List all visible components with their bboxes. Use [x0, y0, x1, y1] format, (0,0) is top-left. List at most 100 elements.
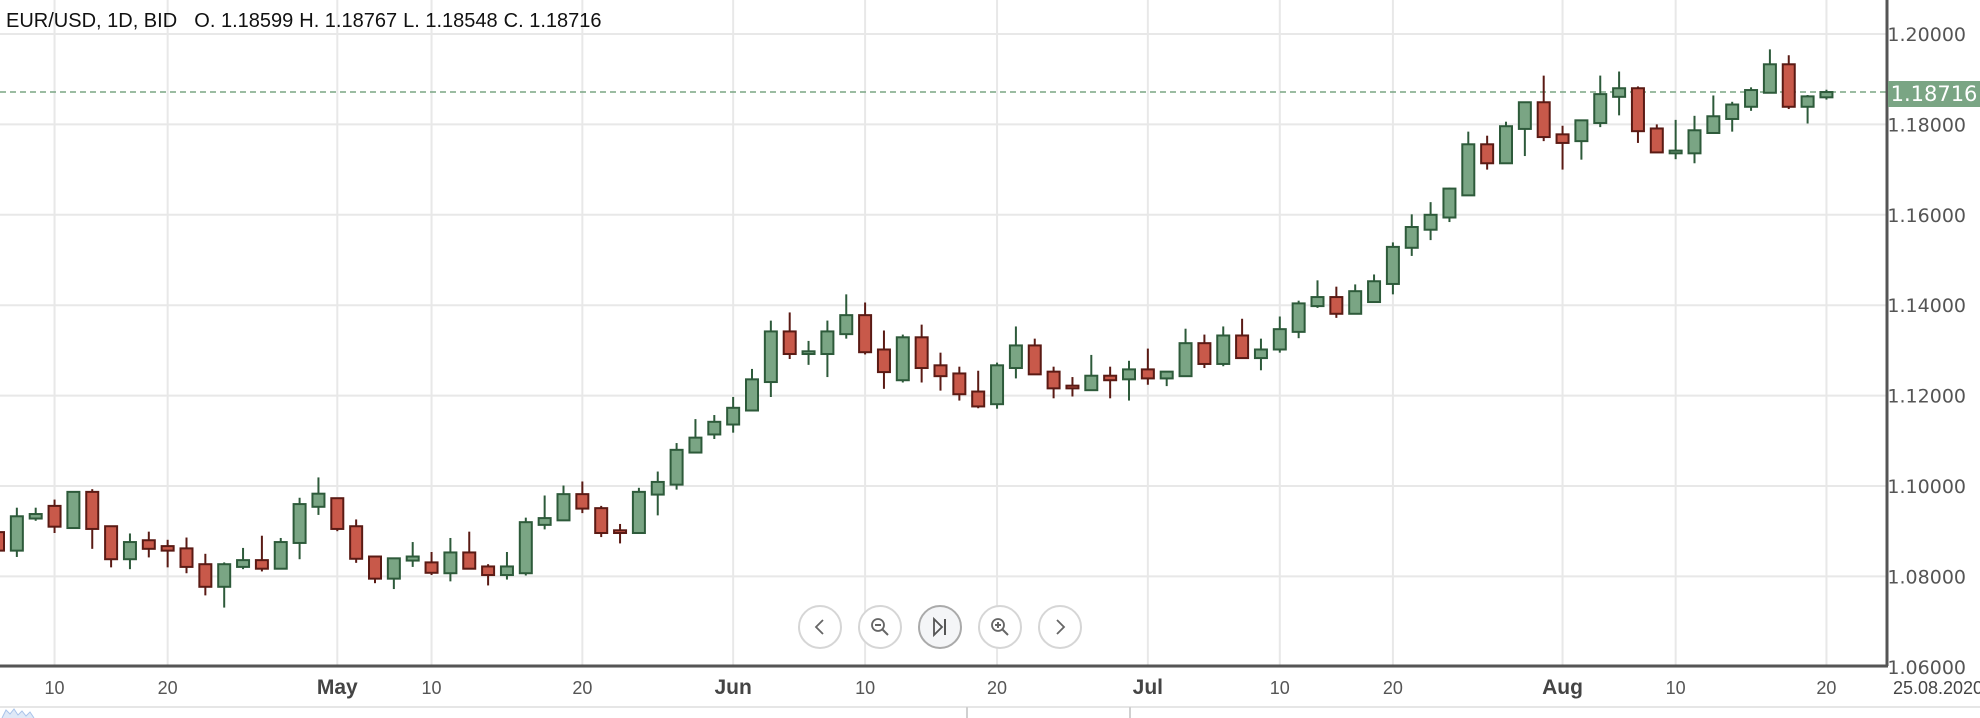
candle-body	[1216, 334, 1231, 365]
candle-down	[330, 497, 345, 532]
candle-down	[0, 531, 5, 552]
x-tick-label: 20	[158, 678, 178, 698]
x-axis-labels: 10 20 May 10 20 Jun 10 20 Jul 10 20 Aug 10 20	[45, 676, 1837, 699]
chart-header: EUR/USD, 1D, BID O. 1.18599 H. 1.18767 L. …	[6, 10, 608, 33]
skip-to-end-icon	[933, 616, 946, 638]
candle-down	[876, 330, 891, 389]
candle-body	[1687, 129, 1702, 155]
candle-body	[47, 504, 62, 528]
y-tick-label: 1.14000	[1887, 295, 1966, 317]
x-tick-label: 10	[855, 678, 875, 698]
candle-down	[1027, 338, 1042, 376]
candle-down	[85, 489, 100, 549]
candle-body	[273, 541, 288, 570]
mini-chart-thumbnail	[1, 708, 35, 718]
candle-body	[820, 330, 835, 356]
candle-body	[876, 348, 891, 374]
candle-up	[1216, 326, 1231, 367]
x-tick-label: 10	[422, 678, 442, 698]
candle-body	[1122, 368, 1136, 381]
y-tick-label: 1.12000	[1887, 386, 1966, 408]
candle-body	[895, 336, 910, 382]
candle-up	[1291, 300, 1306, 339]
symbol-label: EUR/USD, 1D, BID	[6, 10, 178, 32]
candle-up	[1574, 119, 1589, 160]
candle-body	[254, 559, 269, 570]
candle-down	[179, 537, 194, 574]
candle-body	[1178, 342, 1193, 378]
candle-down	[1065, 377, 1080, 397]
scroll-right-button[interactable]	[1038, 605, 1082, 649]
zoom-in-button[interactable]	[978, 605, 1022, 649]
candle-body	[481, 565, 496, 577]
candle-down	[1480, 135, 1495, 170]
candle-up	[1744, 87, 1759, 111]
candle-down	[933, 352, 948, 391]
x-tick-label: 20	[1383, 678, 1403, 698]
candle-up	[631, 487, 646, 535]
y-axis-labels: 1.20000 1.18000 1.16000 1.14000 1.12000 1.100…	[1887, 24, 1966, 679]
candle-body	[330, 497, 345, 530]
y-tick-label: 1.10000	[1887, 476, 1966, 498]
candle-body	[1574, 119, 1589, 143]
candle-body	[1461, 143, 1476, 197]
candle-down	[368, 555, 382, 584]
candle-body	[1103, 374, 1118, 382]
candle-body	[443, 551, 458, 575]
candle-body	[1744, 89, 1759, 108]
candle-up	[1122, 360, 1136, 401]
candle-up	[292, 497, 307, 560]
candle-down	[1046, 366, 1061, 399]
candle-down	[1649, 124, 1664, 154]
candle-up	[990, 362, 1005, 409]
zoom-in-icon	[991, 618, 1009, 636]
candle-body	[594, 507, 609, 535]
candle-up	[726, 396, 741, 433]
candle-up	[1612, 71, 1627, 116]
candle-body	[1065, 384, 1080, 390]
scroll-left-button[interactable]	[798, 605, 842, 649]
candle-down	[160, 539, 175, 568]
candle-body	[1819, 91, 1834, 99]
candle-body	[28, 513, 43, 520]
candle-up	[122, 533, 137, 570]
zoom-out-icon	[871, 618, 889, 636]
candle-down	[1235, 318, 1250, 360]
candle-body	[499, 565, 514, 577]
close-value: C. 1.18716	[503, 10, 602, 32]
candle-up	[1367, 274, 1382, 304]
candle-down	[971, 370, 986, 409]
candle-body	[1272, 328, 1287, 351]
candle-up	[688, 419, 703, 454]
candle-up	[820, 320, 835, 378]
candle-up	[707, 415, 722, 439]
candle-body	[66, 490, 81, 530]
candle-body	[1762, 63, 1777, 94]
candle-down	[914, 324, 929, 383]
candle-down	[1555, 125, 1570, 170]
candle-body	[1442, 187, 1457, 219]
candle-up	[1084, 354, 1099, 392]
candle-body	[1310, 296, 1325, 308]
candle-up	[1404, 214, 1419, 256]
candles	[0, 49, 1834, 608]
reset-to-latest-button[interactable]	[918, 605, 962, 649]
candle-body	[160, 545, 175, 552]
candle-up	[499, 551, 514, 580]
x-tick-label: 20	[987, 678, 1007, 698]
candle-body	[1291, 302, 1306, 333]
candle-up	[311, 477, 326, 515]
candle-down	[481, 564, 496, 586]
candle-down	[1329, 286, 1344, 318]
candle-body	[1593, 93, 1608, 125]
candle-down	[1140, 348, 1155, 385]
candle-up	[537, 495, 552, 530]
candle-down	[1197, 334, 1212, 369]
x-tick-label: Aug	[1542, 676, 1583, 699]
candle-body	[1197, 342, 1212, 365]
candle-up	[236, 547, 251, 570]
candle-body	[1555, 133, 1570, 144]
candle-up	[1423, 202, 1438, 241]
zoom-out-button[interactable]	[858, 605, 902, 649]
